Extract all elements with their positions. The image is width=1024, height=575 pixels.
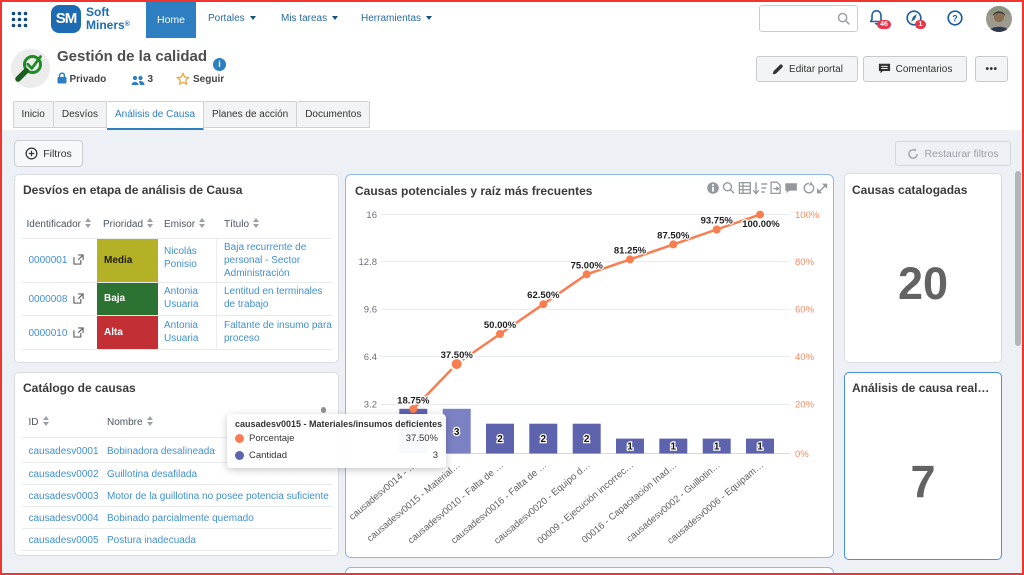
svg-text:1: 1: [671, 442, 677, 453]
svg-text:3: 3: [454, 427, 460, 438]
svg-text:100.00%: 100.00%: [742, 219, 780, 230]
svg-text:100%: 100%: [795, 210, 820, 221]
svg-text:3.2: 3.2: [364, 400, 377, 411]
svg-text:20%: 20%: [795, 400, 815, 411]
svg-text:1: 1: [757, 442, 763, 453]
svg-text:87.50%: 87.50%: [657, 230, 690, 241]
svg-text:50.00%: 50.00%: [484, 320, 517, 331]
svg-text:12.8: 12.8: [359, 257, 378, 268]
svg-text:6.4: 6.4: [364, 352, 377, 363]
svg-text:9.6: 9.6: [364, 305, 377, 316]
svg-text:16: 16: [366, 210, 377, 221]
svg-text:1: 1: [714, 442, 720, 453]
svg-text:75.00%: 75.00%: [571, 260, 604, 271]
svg-text:81.25%: 81.25%: [614, 245, 647, 256]
svg-text:2: 2: [584, 434, 590, 445]
svg-text:60%: 60%: [795, 305, 815, 316]
svg-text:62.50%: 62.50%: [527, 290, 560, 301]
svg-text:93.75%: 93.75%: [701, 216, 734, 227]
svg-text:0%: 0%: [795, 449, 809, 460]
svg-text:2: 2: [541, 434, 547, 445]
svg-text:40%: 40%: [795, 352, 815, 363]
svg-text:?: ?: [952, 13, 958, 23]
svg-text:18.75%: 18.75%: [397, 396, 430, 407]
svg-text:80%: 80%: [795, 257, 815, 268]
svg-text:37.50%: 37.50%: [441, 350, 474, 361]
svg-text:1: 1: [627, 442, 633, 453]
svg-text:2: 2: [497, 434, 503, 445]
